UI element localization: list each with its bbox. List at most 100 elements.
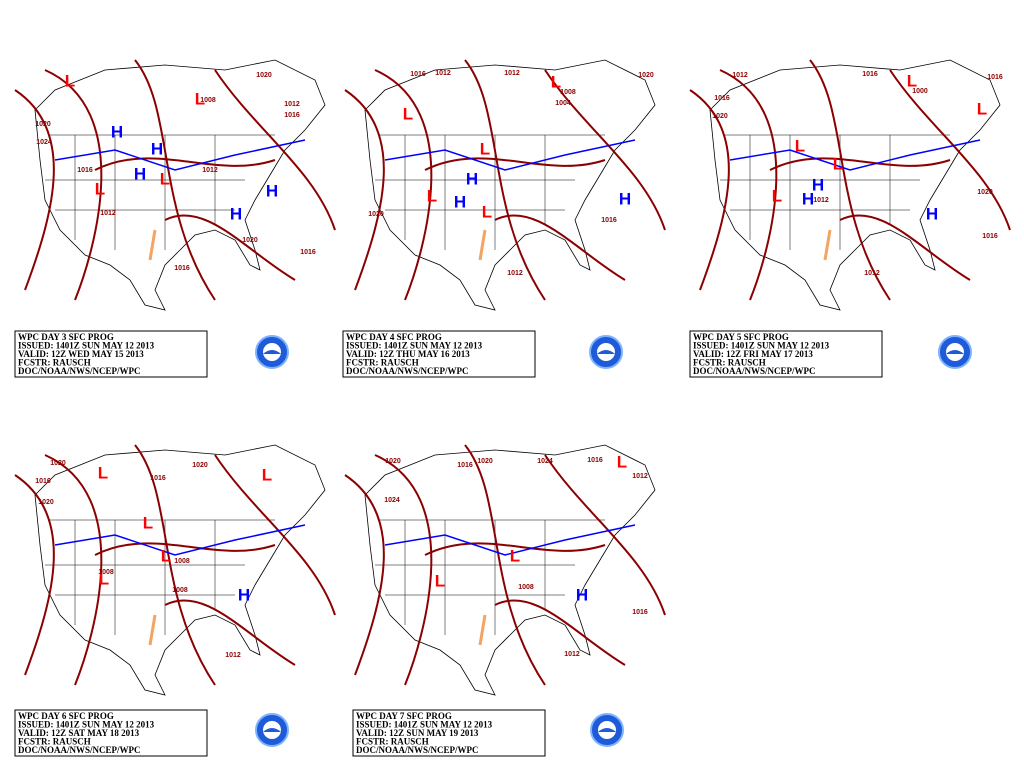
isobar-label: 1020 bbox=[977, 189, 993, 196]
isobar-label: 1020 bbox=[192, 462, 208, 469]
isobar bbox=[14, 89, 55, 291]
high-center: H bbox=[266, 181, 278, 200]
isobar bbox=[134, 444, 216, 686]
isobar-label: 1020 bbox=[50, 460, 66, 467]
isobar-label: 1012 bbox=[732, 72, 748, 79]
caption-box bbox=[689, 330, 883, 378]
map-panel bbox=[14, 59, 336, 311]
isobar bbox=[134, 59, 216, 301]
coastline bbox=[709, 59, 1001, 311]
isobar bbox=[44, 69, 103, 301]
caption-box bbox=[14, 709, 208, 757]
isobar-label: 1020 bbox=[477, 458, 493, 465]
low-center: L bbox=[551, 72, 561, 91]
map-panel bbox=[344, 444, 666, 696]
caption-line: ISSUED: 1401Z SUN MAY 12 2013 bbox=[356, 720, 493, 730]
low-center: L bbox=[833, 154, 843, 173]
caption-line: DOC/NOAA/NWS/NCEP/WPC bbox=[18, 366, 141, 376]
high-center: H bbox=[454, 192, 466, 211]
isobar bbox=[689, 89, 730, 291]
high-center: H bbox=[619, 189, 631, 208]
isobar bbox=[94, 157, 276, 171]
caption-box bbox=[342, 330, 536, 378]
caption-line: VALID: 12Z THU MAY 16 2013 bbox=[346, 349, 470, 359]
isobar-label: 1016 bbox=[982, 233, 998, 240]
caption-line: FCSTR: RAUSCH bbox=[356, 737, 429, 747]
caption-line: DOC/NOAA/NWS/NCEP/WPC bbox=[693, 366, 816, 376]
coastline bbox=[364, 59, 656, 311]
noaa-logo-bird bbox=[263, 728, 281, 732]
caption-line: FCSTR: RAUSCH bbox=[18, 737, 91, 747]
trough bbox=[148, 614, 157, 646]
low-center: L bbox=[160, 169, 170, 188]
isobar-label: 1016 bbox=[587, 457, 603, 464]
isobar bbox=[494, 214, 626, 281]
isobar bbox=[374, 69, 433, 301]
low-center: L bbox=[435, 571, 445, 590]
caption-line: FCSTR: RAUSCH bbox=[18, 358, 91, 368]
high-center: H bbox=[466, 169, 478, 188]
isobar bbox=[719, 69, 778, 301]
caption-line: WPC DAY 7 SFC PROG bbox=[356, 711, 452, 721]
isobar-label: 1016 bbox=[410, 71, 426, 78]
front bbox=[729, 139, 981, 171]
caption-line: WPC DAY 5 SFC PROG bbox=[693, 332, 789, 342]
low-center: L bbox=[99, 569, 109, 588]
isobar-label: 1020 bbox=[385, 458, 401, 465]
coastline bbox=[364, 444, 656, 696]
isobar bbox=[769, 157, 951, 171]
high-center: H bbox=[230, 204, 242, 223]
caption-line: VALID: 12Z FRI MAY 17 2013 bbox=[693, 349, 813, 359]
noaa-logo-bird bbox=[598, 728, 616, 732]
isobar-label: 1020 bbox=[638, 72, 654, 79]
isobar-label: 1016 bbox=[35, 478, 51, 485]
low-center: L bbox=[262, 465, 272, 484]
high-center: H bbox=[238, 585, 250, 604]
isobar-label: 1016 bbox=[150, 475, 166, 482]
isobar bbox=[464, 59, 546, 301]
caption-line: WPC DAY 4 SFC PROG bbox=[346, 332, 442, 342]
front bbox=[54, 139, 306, 171]
isobar-label: 1016 bbox=[714, 95, 730, 102]
low-center: L bbox=[772, 186, 782, 205]
isobar-label: 1016 bbox=[862, 71, 878, 78]
low-center: L bbox=[95, 179, 105, 198]
isobar-label: 1016 bbox=[457, 462, 473, 469]
caption-line: WPC DAY 6 SFC PROG bbox=[18, 711, 114, 721]
isobar-label: 1020 bbox=[242, 237, 258, 244]
isobar-label: 1008 bbox=[200, 97, 216, 104]
caption-line: VALID: 12Z WED MAY 15 2013 bbox=[18, 349, 144, 359]
caption-line: VALID: 12Z SAT MAY 18 2013 bbox=[18, 728, 140, 738]
caption-line: ISSUED: 1401Z SUN MAY 12 2013 bbox=[18, 341, 155, 351]
low-center: L bbox=[427, 186, 437, 205]
isobar-label: 1016 bbox=[632, 609, 648, 616]
noaa-logo-bird bbox=[597, 350, 615, 354]
caption-box bbox=[352, 709, 546, 757]
isobar bbox=[164, 214, 296, 281]
low-center: L bbox=[143, 513, 153, 532]
isobar bbox=[44, 454, 103, 686]
isobar bbox=[14, 474, 55, 676]
caption-box bbox=[14, 330, 208, 378]
isobar-label: 1016 bbox=[284, 112, 300, 119]
isobar-label: 1020 bbox=[35, 121, 51, 128]
isobar-label: 1012 bbox=[284, 101, 300, 108]
isobar-label: 1016 bbox=[300, 249, 316, 256]
trough bbox=[478, 614, 487, 646]
caption-line: FCSTR: RAUSCH bbox=[346, 358, 419, 368]
caption-line: WPC DAY 3 SFC PROG bbox=[18, 332, 114, 342]
isobar-label: 1008 bbox=[174, 558, 190, 565]
isobar bbox=[374, 454, 433, 686]
caption-line: ISSUED: 1401Z SUN MAY 12 2013 bbox=[346, 341, 483, 351]
isobar bbox=[544, 454, 666, 616]
isobar-label: 1012 bbox=[507, 270, 523, 277]
isobar-label: 1024 bbox=[384, 497, 400, 504]
low-center: L bbox=[98, 463, 108, 482]
low-center: L bbox=[480, 139, 490, 158]
high-center: H bbox=[812, 175, 824, 194]
isobar-label: 1012 bbox=[504, 70, 520, 77]
low-center: L bbox=[161, 546, 171, 565]
map-panel bbox=[689, 59, 1011, 311]
map-panel bbox=[344, 59, 666, 311]
